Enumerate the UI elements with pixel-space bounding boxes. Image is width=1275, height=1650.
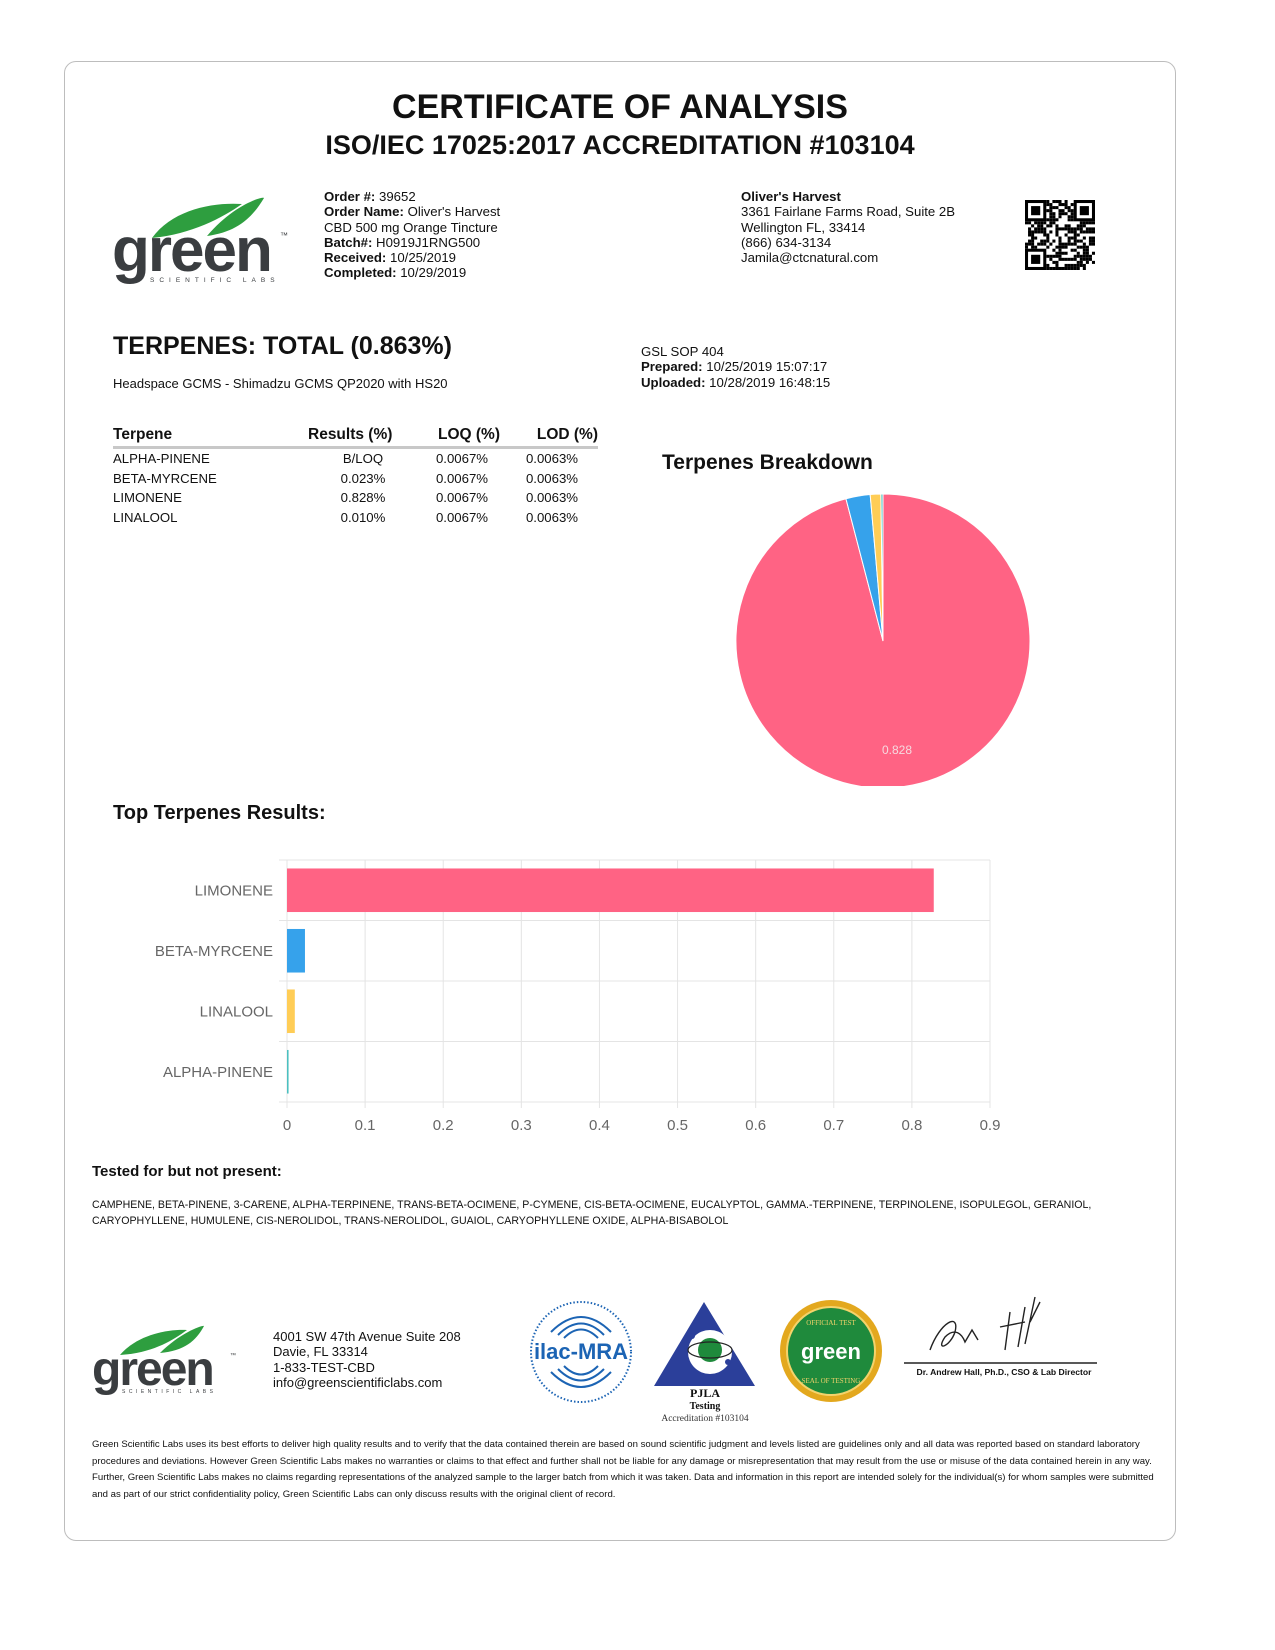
disclaimer: Green Scientific Labs uses its best effo… [92, 1439, 1154, 1500]
x-tick-label: 0.3 [511, 1117, 532, 1134]
x-tick-label: 0.7 [823, 1117, 844, 1134]
pie-data-label: 0.828 [882, 743, 912, 757]
x-tick-label: 0.2 [433, 1117, 454, 1134]
order-number: 39652 [378, 189, 416, 204]
certificate-frame [64, 61, 1176, 1541]
accreditation-title: ISO/IEC 17025:2017 ACCREDITATION #103104 [325, 130, 915, 160]
completed-date: 10/29/2019 [400, 265, 467, 281]
method-text: Headspace GCMS - Shimadzu GCMS QP2020 wi… [113, 376, 448, 391]
lab-email: info@greenscientificlabs.com [273, 1374, 443, 1390]
ilac-mra-logo: ilac-MRA [530, 1301, 632, 1403]
leaf-icon [207, 197, 264, 236]
x-tick-label: 0.6 [745, 1117, 766, 1134]
tested-list: CAMPHENE, BETA-PINENE, 3-CARENE, ALPHA-T… [92, 1199, 1092, 1227]
terpenes-table: Terpene Results (%) LOQ (%) LOD (%) ALPH… [113, 426, 598, 527]
table-row: BETA-MYRCENE 0.023% 0.0067% 0.0063% [113, 470, 579, 486]
bar-beta-myrcene [287, 928, 305, 973]
y-category-label: BETA-MYRCENE [155, 943, 273, 960]
order-info: Order #: 39652 Order Name: Oliver's Harv… [324, 189, 501, 281]
svg-text:SCIENTIFIC LABS: SCIENTIFIC LABS [122, 1389, 216, 1395]
svg-text:green: green [112, 216, 271, 285]
terpenes-pie-chart: 0.828 [735, 493, 1031, 786]
order-name: Oliver's Harvest [407, 204, 501, 220]
leaf-icon [160, 1325, 204, 1353]
product-name: CBD 500 mg Orange Tincture [324, 219, 498, 235]
table-header: Terpene Results (%) LOQ (%) LOD (%) [113, 426, 598, 449]
svg-text:SCIENTIFIC LABS: SCIENTIFIC LABS [150, 277, 280, 284]
green-seal-logo: green OFFICIAL TEST SEAL OF TESTING [780, 1300, 882, 1402]
pie-slice-alpha-pinene [880, 493, 884, 642]
x-tick-label: 0.4 [589, 1117, 610, 1134]
svg-text:ilac-MRA: ilac-MRA [534, 1339, 628, 1364]
footer-green-logo: green ™ SCIENTIFIC LABS [92, 1325, 236, 1395]
y-category-label: LINALOOL [200, 1003, 273, 1020]
x-tick-label: 0.5 [667, 1117, 688, 1134]
table-row: LIMONENE 0.828% 0.0067% 0.0063% [113, 490, 579, 506]
y-category-label: ALPHA-PINENE [163, 1064, 273, 1081]
terpenes-total-heading: TERPENES: TOTAL (0.863%) [113, 332, 452, 360]
signature [904, 1296, 1097, 1364]
x-tick-label: 0.9 [980, 1117, 1001, 1134]
signer-name: Dr. Andrew Hall, Ph.D., CSO & Lab Direct… [916, 1367, 1092, 1377]
client-email: Jamila@ctcnatural.com [741, 250, 879, 266]
y-category-label: LIMONENE [195, 882, 273, 899]
leaf-icon [152, 203, 242, 238]
pjla-accreditation: Accreditation #103104 [661, 1414, 749, 1424]
green-logo: green ™ SCIENTIFIC LABS [112, 197, 288, 285]
svg-text:SEAL OF TESTING: SEAL OF TESTING [802, 1377, 861, 1385]
bar-limonene [287, 868, 934, 913]
client-info: Oliver's Harvest 3361 Fairlane Farms Roa… [741, 189, 956, 266]
client-name: Oliver's Harvest [741, 189, 841, 204]
lab-address: 4001 SW 47th Avenue Suite 208 Davie, FL … [273, 1329, 461, 1390]
svg-text:™: ™ [230, 1352, 236, 1359]
leaf-icon [120, 1329, 187, 1355]
qr-code-icon [1025, 200, 1095, 270]
bar-chart-title: Top Terpenes Results: [113, 802, 326, 824]
page-title: CERTIFICATE OF ANALYSIS [392, 88, 848, 126]
svg-text:™: ™ [280, 231, 288, 240]
x-tick-label: 0.1 [355, 1117, 376, 1134]
tested-heading: Tested for but not present: [92, 1163, 282, 1180]
pjla-testing: Testing [689, 1401, 721, 1412]
batch-number: H0919J1RNG500 [376, 234, 481, 250]
pie-chart-title: Terpenes Breakdown [662, 451, 873, 474]
svg-text:green: green [801, 1339, 861, 1364]
svg-text:OFFICIAL TEST: OFFICIAL TEST [806, 1319, 856, 1327]
x-tick-label: 0.8 [901, 1117, 922, 1134]
table-row: LINALOOL 0.010% 0.0067% 0.0063% [113, 509, 579, 525]
prep-info: GSL SOP 404 Prepared: 10/25/2019 15:07:1… [641, 344, 831, 390]
pjla-logo [654, 1302, 755, 1386]
x-tick-label: 0 [283, 1117, 291, 1134]
terpenes-bar-chart: 0 0.1 0.2 0.3 0.4 0.5 0.6 0.7 0.8 0.9 LIMONENE BETA… [155, 859, 1001, 1134]
bar-linalool [287, 989, 295, 1034]
pjla-text: PJLA [690, 1386, 720, 1400]
bar-alpha-pinene [287, 1049, 289, 1094]
received-date: 10/25/2019 [389, 250, 456, 266]
svg-text:green: green [92, 1343, 213, 1395]
table-row: ALPHA-PINENE B/LOQ 0.0067% 0.0063% [113, 451, 579, 467]
